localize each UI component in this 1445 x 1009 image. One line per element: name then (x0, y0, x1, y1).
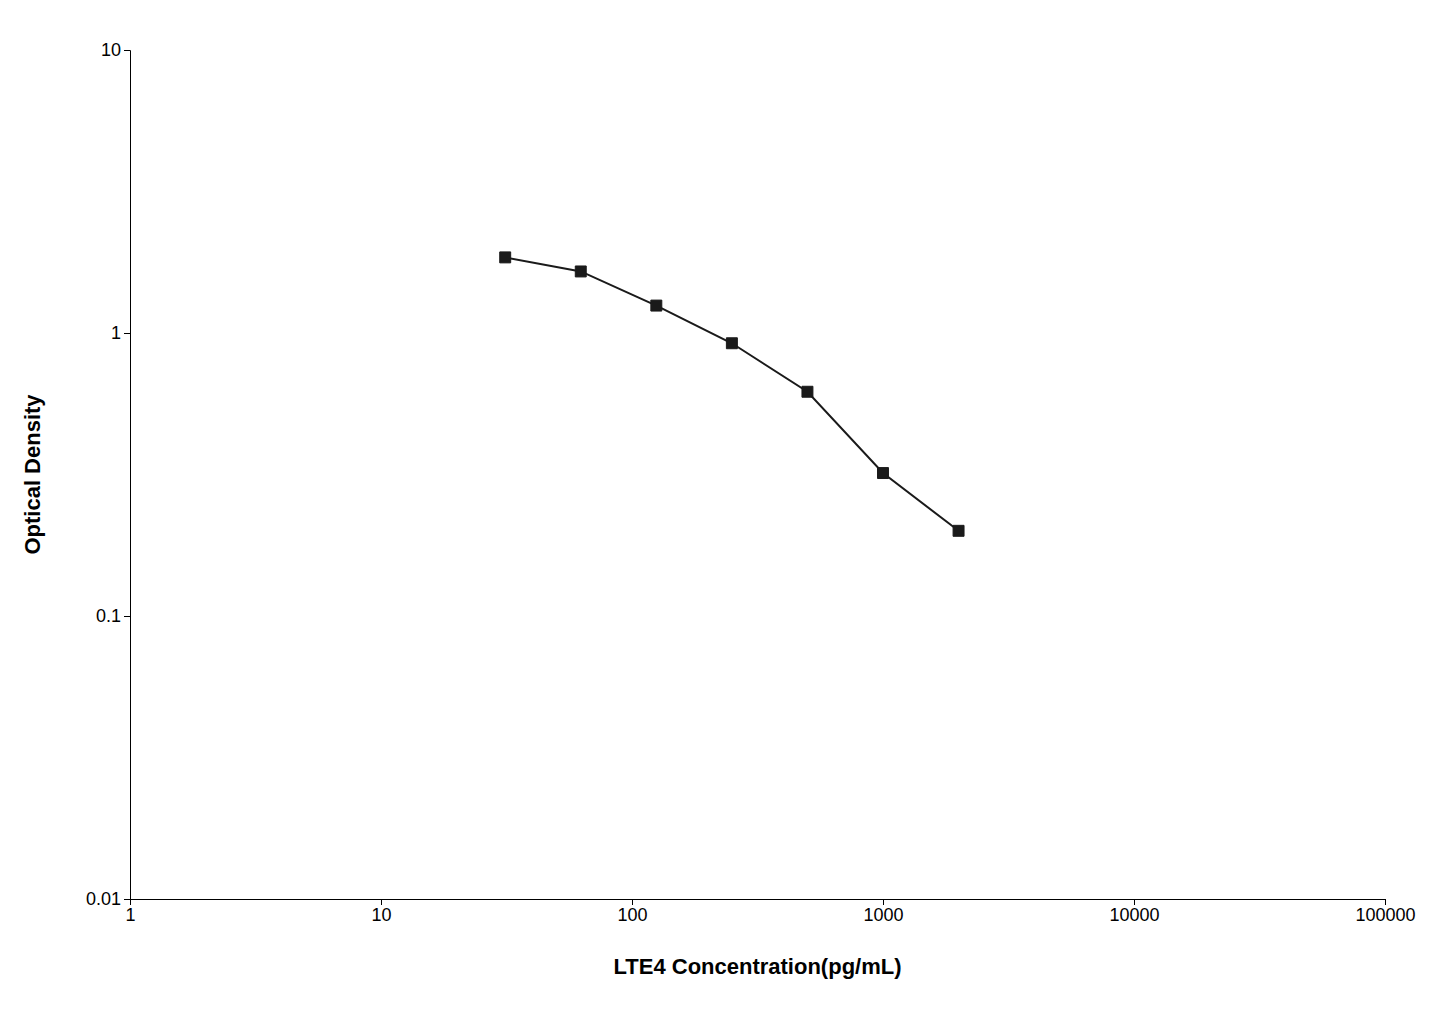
marker (953, 525, 964, 536)
tick-label: 1 (111, 323, 121, 343)
y-axis: 0.01 0.1 1 10 (86, 40, 131, 909)
tick: 10000 (1109, 899, 1159, 925)
tick: 10 (101, 40, 130, 60)
marker (651, 300, 662, 311)
marker (500, 252, 511, 263)
x-axis: 1 10 100 1000 10000 100000 (125, 899, 1415, 925)
tick: 1 (111, 323, 130, 343)
marker (575, 266, 586, 277)
tick: 100 (617, 899, 647, 925)
tick-mark (124, 50, 130, 51)
x-axis-title: LTE4 Concentration(pg/mL) (613, 954, 901, 979)
tick: 0.01 (86, 889, 130, 909)
tick: 1 (125, 899, 135, 925)
chart-svg: 1 10 100 1000 10000 100000 0.01 0.1 1 10 LTE4 Conc… (0, 0, 1445, 1009)
tick-mark (124, 333, 130, 334)
tick-label: 100 (617, 905, 647, 925)
plot: 1 10 100 1000 10000 100000 0.01 0.1 1 10 (86, 40, 1416, 925)
tick: 1000 (863, 899, 903, 925)
marker (878, 468, 889, 479)
tick-label: 0.1 (96, 606, 121, 626)
marker (802, 386, 813, 397)
tick-label: 0.01 (86, 889, 121, 909)
chart-container: 1 10 100 1000 10000 100000 0.01 0.1 1 10 LTE4 Conc… (0, 0, 1445, 1009)
tick: 10 (371, 899, 391, 925)
tick-label: 10 (371, 905, 391, 925)
tick: 0.1 (96, 606, 130, 626)
marks (500, 252, 964, 536)
line (505, 257, 958, 530)
axis-line (131, 900, 1386, 906)
tick-mark (124, 899, 130, 900)
tick-label: 10000 (1109, 905, 1159, 925)
marker (726, 338, 737, 349)
tick-label: 1000 (863, 905, 903, 925)
axis-line (124, 51, 131, 900)
y-axis-title: Optical Density (20, 394, 45, 555)
tick: 100000 (1355, 899, 1415, 925)
tick-label: 100000 (1355, 905, 1415, 925)
tick-mark (124, 616, 130, 617)
tick-label: 1 (125, 905, 135, 925)
tick-label: 10 (101, 40, 121, 60)
